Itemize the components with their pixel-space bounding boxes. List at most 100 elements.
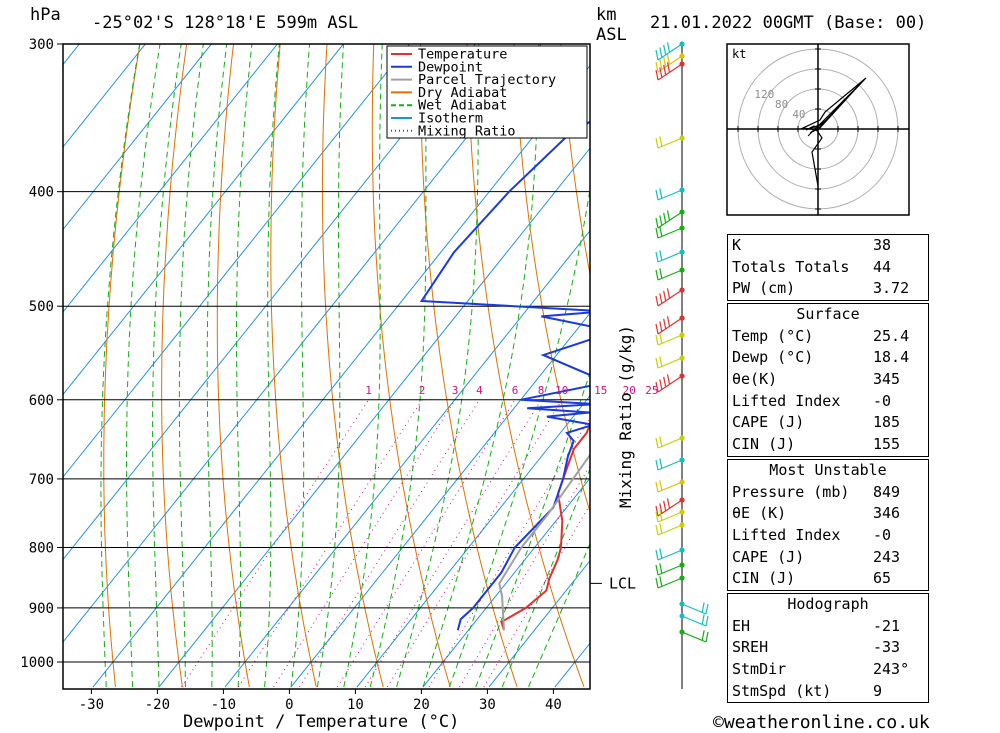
pressure-tick-label: 400: [29, 185, 54, 201]
wind-barb-flag: [659, 503, 663, 514]
legend-entry: Dry Adiabat: [418, 85, 507, 101]
wind-barb-flag: [659, 215, 663, 226]
wind-barb-flag: [663, 64, 667, 75]
temp-tick-label: -20: [145, 697, 170, 713]
wind-barb-flag: [666, 210, 671, 221]
wind-barb-flag: [655, 577, 659, 589]
wind-barb-flag: [655, 49, 659, 61]
wind-barb-flag: [666, 42, 671, 53]
mixing-ratio-label: 3: [452, 384, 459, 397]
legend-entry: Parcel Trajectory: [418, 72, 556, 88]
mixing-ratio-label: 8: [538, 384, 545, 397]
wet-adiabat-line: [290, 44, 311, 688]
hodograph-ring-label: 40: [792, 108, 805, 121]
wind-barb-flag: [655, 323, 659, 335]
mu-row: θE (K) 346: [732, 504, 901, 523]
series-parcel-trajectory: [498, 453, 590, 631]
wind-barb-flag: [659, 321, 663, 332]
y2-axis-label: Mixing Ratio (g/kg): [616, 325, 635, 508]
isotherm-line: [63, 44, 411, 478]
temp-tick-label: -10: [211, 697, 236, 713]
pressure-tick-label: 300: [29, 37, 54, 53]
wind-barb-flag: [663, 44, 667, 55]
wind-barb-flag: [655, 549, 659, 561]
pressure-unit: hPa: [30, 5, 61, 25]
wind-barb-flag: [663, 376, 667, 387]
dry-adiabat-line: [371, 44, 451, 688]
wind-barb-flag: [655, 511, 659, 523]
hodo-row: StmDir 243°: [732, 660, 910, 679]
wind-barb-flag: [655, 251, 659, 263]
mu-row: Pressure (mb) 849: [732, 482, 901, 501]
most-unstable-box: Most Unstable Pressure (mb) 849 θE (K) 346…: [727, 459, 929, 592]
legend-entry: Isotherm: [418, 111, 483, 127]
wind-barb-flag: [655, 334, 659, 346]
pressure-tick-label: 500: [29, 299, 54, 315]
series-temperature: [500, 421, 590, 631]
mu-row: Lifted Index -0: [732, 526, 892, 545]
wind-barb-flag: [659, 356, 663, 367]
wind-barb-flag: [666, 62, 671, 73]
isotherm-line: [290, 312, 590, 688]
wind-barb-flag: [666, 316, 671, 327]
wind-barb-flag: [659, 268, 663, 279]
wet-adiabat-line: [178, 44, 204, 687]
wind-barb-flag: [655, 69, 659, 81]
hodograph-trace-2: [807, 81, 863, 137]
wind-barb-flag: [655, 505, 659, 517]
mixing-ratio-line: [181, 399, 370, 688]
mu-row: CIN (J) 65: [732, 569, 892, 588]
mixing-ratio-label: 1: [365, 384, 372, 397]
dry-adiabat-line: [270, 44, 317, 688]
legend-box: [386, 45, 588, 139]
dry-adiabat-line: [930, 27, 1000, 687]
credit-label: ©weatheronline.co.uk: [713, 712, 930, 733]
wind-barb-flag: [705, 615, 709, 627]
wind-barb-flag: [659, 47, 663, 58]
isotherm-line: [63, 44, 345, 396]
plot-frame: [62, 43, 591, 690]
wind-barb-flag: [659, 510, 663, 521]
wind-barb-flag: [655, 269, 659, 281]
wet-adiabat-line: [316, 44, 345, 688]
mixing-ratio-line: [336, 399, 516, 688]
surface-row: CAPE (J) 185: [732, 413, 901, 432]
wind-barb-flag: [659, 576, 663, 587]
wind-barb-flag: [663, 212, 667, 223]
most-unstable-title: Most Unstable: [769, 461, 887, 479]
wet-adiabat-line: [152, 44, 182, 688]
wind-barb-flag: [659, 458, 663, 469]
wind-barb-flag: [659, 333, 663, 344]
x-axis-label: Dewpoint / Temperature (°C): [183, 712, 459, 732]
isotherm-line: [488, 559, 590, 688]
wet-adiabat-line: [369, 44, 428, 688]
wind-barb-flag: [655, 357, 659, 369]
index-row: K 38: [732, 236, 892, 254]
mixing-ratio-label: 2: [419, 384, 426, 397]
location-label: -25°02'S 128°18'E 599m ASL: [92, 13, 358, 33]
index-row: Totals Totals 44: [732, 257, 892, 276]
wind-barb-flag: [655, 381, 659, 393]
dry-adiabat-line: [513, 44, 590, 514]
surface-row: Lifted Index -0: [732, 391, 892, 410]
km-unit: km: [596, 5, 616, 25]
wet-adiabat-line: [422, 44, 540, 688]
mixing-ratio-line: [364, 399, 542, 688]
wind-barb-flag: [655, 189, 659, 201]
wet-adiabat-line: [396, 44, 480, 688]
wind-barb-flag: [659, 59, 663, 70]
wind-barb-flag: [705, 603, 709, 615]
wet-adiabat-line: [528, 542, 590, 688]
surface-row: Dewp (°C) 18.4: [732, 348, 910, 367]
isotherm-line: [63, 44, 147, 148]
surface-row: θe(K) 345: [732, 370, 901, 389]
index-row: PW (cm) 3.72: [732, 279, 910, 298]
legend-entry: Temperature: [418, 47, 507, 63]
wind-barb-flag: [666, 288, 671, 299]
hodo-row: StmSpd (kt) 9: [732, 681, 883, 700]
mixing-ratio-label: 4: [476, 384, 483, 397]
wet-adiabat-line: [501, 467, 590, 688]
wet-adiabat-line: [264, 44, 280, 688]
wind-barb-flag: [655, 295, 659, 307]
hodograph-ring-label: 120: [754, 88, 774, 101]
